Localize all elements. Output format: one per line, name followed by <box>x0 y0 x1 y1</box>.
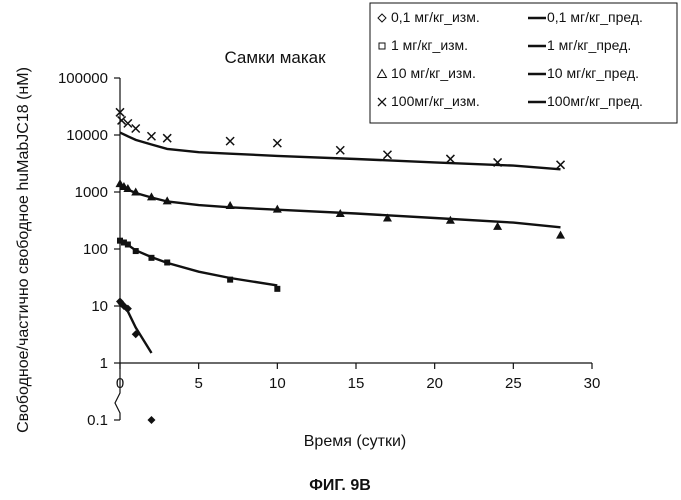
x-tick-label: 5 <box>194 375 202 392</box>
data-point-triangle <box>556 230 566 239</box>
legend-marker-diamond <box>377 13 387 23</box>
axes: 0 5 10 15 20 25 30 0.1 1 10 100 1000 10000 100000 <box>58 70 600 429</box>
data-point-square <box>148 254 155 261</box>
chart-title: Самки макак <box>224 48 326 67</box>
data-point-x <box>493 157 503 167</box>
data-point-square <box>132 248 139 255</box>
predicted-line <box>119 240 278 287</box>
x-axis-title: Время (сутки) <box>304 433 407 450</box>
data-point-square <box>274 285 281 292</box>
legend-label: 0,1 мг/кг_изм. <box>391 9 480 25</box>
y-axis-title: Свободное/частично свободное huMabJC18 (… <box>15 67 32 433</box>
data-point-diamond <box>147 416 156 424</box>
data-point-x <box>225 136 235 146</box>
legend-label: 0,1 мг/кг_пред. <box>547 9 643 25</box>
data-point-triangle <box>162 196 172 205</box>
data-point-square <box>117 237 123 244</box>
legend-frame <box>369 2 678 124</box>
data-point-triangle <box>131 187 141 196</box>
data-point-square <box>227 276 234 283</box>
data-point-triangle <box>272 204 282 213</box>
data-point-triangle <box>382 213 392 222</box>
data-point-x <box>115 107 125 117</box>
legend-marker-square <box>378 42 386 50</box>
x-tick-label: 15 <box>348 375 365 392</box>
data-point-square <box>120 239 127 246</box>
legend-label: 10 мг/кг_пред. <box>547 65 639 81</box>
y-tick-label: 1000 <box>75 184 108 201</box>
data-marks <box>115 107 566 424</box>
y-tick-label: 1 <box>100 355 108 372</box>
data-point-x <box>123 118 133 128</box>
predicted-line <box>119 185 561 229</box>
y-tick-label: 10 <box>91 298 108 315</box>
data-point-x <box>146 131 156 141</box>
y-axis-line <box>114 78 121 420</box>
data-point-x <box>117 115 127 125</box>
data-point-triangle <box>445 215 455 224</box>
legend-marker-triangle <box>376 68 388 78</box>
legend-marker-x <box>377 97 387 107</box>
data-point-triangle <box>123 184 133 193</box>
legend: 0,1 мг/кг_изм. 1 мг/кг_изм. 10 мг/кг_изм. 1… <box>369 2 678 124</box>
legend-label: 10 мг/кг_изм. <box>391 65 476 81</box>
x-tick-label: 25 <box>505 375 522 392</box>
data-point-triangle <box>146 192 156 201</box>
legend-label: 1 мг/кг_пред. <box>547 37 631 53</box>
x-tick-label: 0 <box>116 375 124 392</box>
data-point-x <box>131 123 141 134</box>
x-tick-label: 10 <box>269 375 286 392</box>
y-tick-label: 100 <box>83 241 108 258</box>
legend-label: 100мг/кг_пред. <box>547 93 643 109</box>
legend-label: 100мг/кг_изм. <box>391 93 480 109</box>
data-point-triangle <box>493 221 503 230</box>
data-point-diamond <box>123 304 132 313</box>
data-point-square <box>124 241 131 248</box>
y-tick-label: 100000 <box>58 70 108 87</box>
x-tick-label: 30 <box>584 375 601 392</box>
data-point-diamond <box>131 330 140 339</box>
predicted-line <box>119 302 153 354</box>
data-point-square <box>164 259 171 266</box>
predicted-line <box>119 131 561 171</box>
data-point-x <box>556 160 566 170</box>
data-point-triangle <box>225 200 235 209</box>
data-point-triangle <box>335 208 345 217</box>
data-point-x <box>382 150 392 160</box>
figure-caption: ФИГ. 9В <box>309 477 371 494</box>
data-point-x <box>272 138 282 148</box>
x-tick-label: 20 <box>426 375 443 392</box>
y-tick-label: 10000 <box>66 127 108 144</box>
data-point-x <box>335 145 345 155</box>
y-tick-label: 0.1 <box>87 412 108 429</box>
data-point-x <box>162 133 172 143</box>
data-point-x <box>445 154 455 164</box>
legend-label: 1 мг/кг_изм. <box>391 37 468 53</box>
